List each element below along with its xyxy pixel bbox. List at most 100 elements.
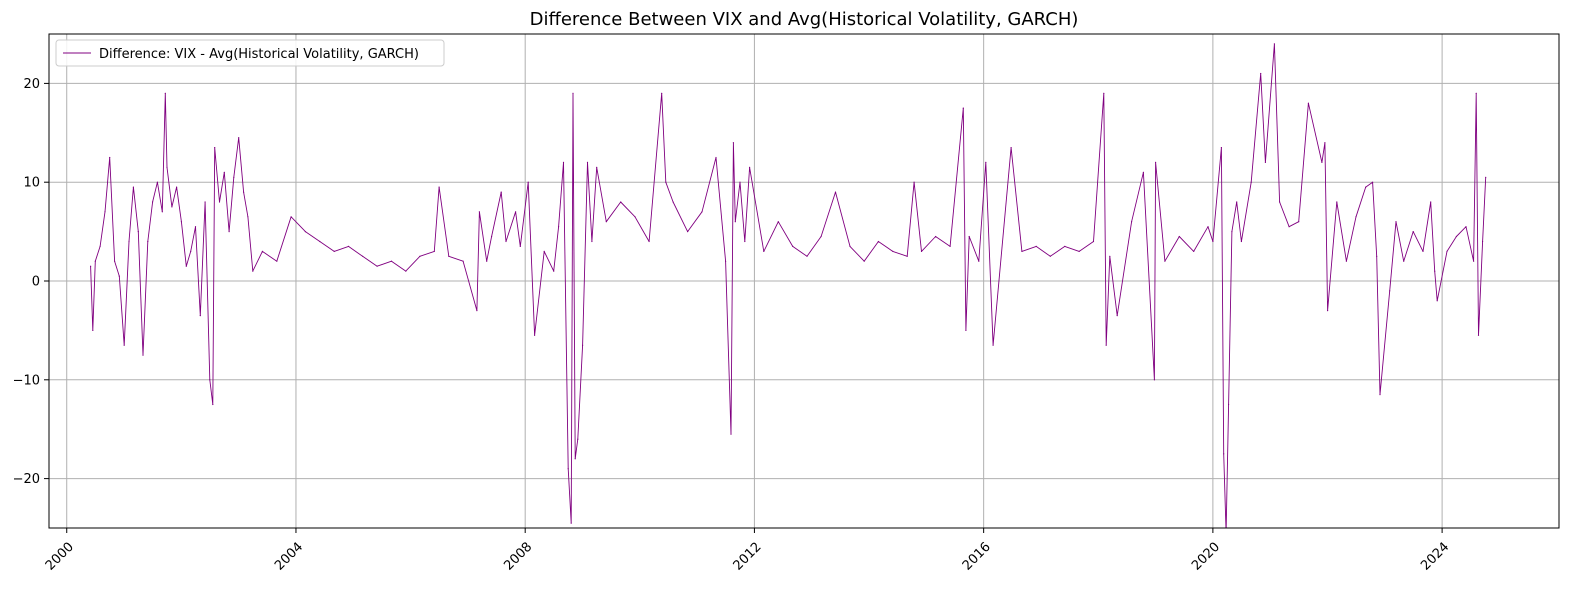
data-point: [161, 211, 163, 213]
data-point: [1477, 334, 1480, 336]
data-point: [1412, 231, 1414, 233]
data-point: [1482, 240, 1484, 243]
data-point: [212, 403, 214, 406]
data-point: [913, 181, 915, 183]
data-point: [949, 245, 951, 247]
data-point: [164, 92, 166, 94]
data-point: [1240, 240, 1242, 243]
data-point: [290, 216, 292, 218]
data-point: [1223, 453, 1225, 455]
data-point: [806, 255, 808, 257]
data-point: [567, 468, 569, 470]
data-point: [185, 265, 187, 267]
data-point: [252, 270, 254, 272]
data-point: [1155, 161, 1157, 163]
data-point: [1226, 532, 1227, 533]
data-point: [238, 137, 240, 139]
data-point: [1264, 161, 1266, 163]
data-point: [570, 522, 572, 524]
data-point: [543, 250, 545, 252]
x-tick-label: 2020: [1189, 540, 1223, 574]
data-point: [1355, 216, 1357, 218]
data-point: [128, 240, 130, 243]
data-point: [763, 250, 765, 252]
data-point: [1260, 72, 1262, 75]
data-point: [519, 245, 521, 247]
data-point: [1021, 250, 1023, 252]
data-point: [261, 250, 263, 252]
data-point: [1078, 250, 1080, 252]
legend: Difference: VIX - Avg(Historical Volatil…: [55, 39, 445, 67]
data-point: [92, 329, 94, 331]
data-point: [214, 147, 216, 149]
data-point: [1365, 186, 1367, 188]
x-tick-label: 2024: [1418, 540, 1452, 574]
data-point: [1379, 394, 1381, 396]
data-point: [1485, 176, 1487, 178]
data-point: [505, 240, 507, 243]
data-point: [562, 161, 565, 163]
data-point: [820, 235, 822, 238]
data-point: [1142, 171, 1144, 173]
data-point: [137, 231, 139, 233]
data-point: [892, 250, 894, 252]
data-point: [1327, 310, 1329, 312]
data-point: [1430, 201, 1432, 203]
y-tick-label: −20: [13, 472, 40, 487]
data-point: [1220, 147, 1222, 149]
grid-lines: [49, 34, 1559, 528]
data-point: [1273, 43, 1275, 45]
data-point: [596, 166, 598, 168]
data-point: [527, 181, 529, 183]
data-point: [665, 181, 667, 183]
data-point: [1403, 260, 1405, 262]
x-axis: 2000 2004 2008 2012 2016 2020 2024: [43, 528, 1452, 574]
data-point: [906, 255, 908, 257]
data-point: [347, 245, 350, 247]
data-point: [94, 260, 96, 262]
data-point: [730, 433, 732, 435]
data-point: [194, 226, 197, 228]
y-tick-label: 10: [23, 176, 40, 191]
data-point: [968, 235, 970, 238]
data-point: [218, 201, 221, 203]
data-point: [1228, 403, 1230, 406]
data-point: [1178, 235, 1180, 238]
data-point: [965, 329, 967, 331]
data-point: [849, 245, 851, 247]
data-point: [572, 92, 574, 94]
data-point: [1436, 300, 1438, 302]
data-point: [586, 161, 589, 163]
data-point: [104, 211, 106, 213]
data-point: [935, 235, 937, 238]
data-point: [534, 334, 536, 336]
data-point: [1153, 379, 1155, 381]
data-point: [992, 344, 994, 346]
data-point: [863, 260, 865, 262]
data-point: [1164, 260, 1166, 262]
data-point: [1321, 161, 1323, 163]
data-point: [582, 344, 584, 346]
data-point: [1298, 221, 1300, 223]
data-point: [123, 344, 125, 346]
data-point: [90, 265, 92, 267]
data-point: [228, 231, 230, 233]
data-point: [749, 166, 751, 168]
data-point: [605, 221, 607, 223]
data-point: [99, 245, 101, 247]
data-point: [1049, 255, 1051, 257]
data-point: [180, 221, 182, 223]
legend-label: Difference: VIX - Avg(Historical Volatil…: [99, 47, 419, 62]
data-point: [1324, 142, 1326, 144]
data-point: [190, 250, 192, 252]
data-point: [1105, 344, 1107, 346]
data-point: [1376, 255, 1378, 257]
data-point: [744, 240, 746, 243]
data-point: [152, 201, 154, 203]
data-point: [920, 250, 923, 252]
data-point: [118, 275, 120, 277]
data-point: [109, 156, 111, 159]
data-point: [962, 107, 964, 109]
data-point: [156, 181, 158, 183]
data-point: [648, 240, 650, 243]
